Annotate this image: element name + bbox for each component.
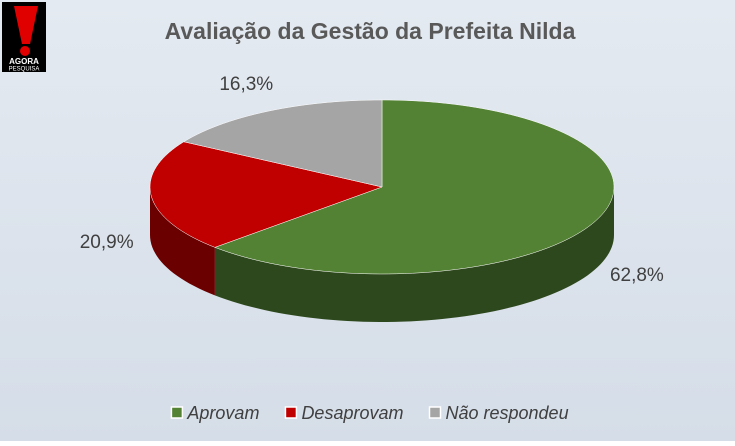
data-label: 20,9%: [80, 232, 134, 253]
data-label: 16,3%: [219, 74, 273, 95]
slice: [183, 99, 383, 188]
data-label: 62,8%: [610, 265, 664, 286]
legend-swatch: [428, 406, 442, 419]
legend-swatch: [170, 406, 184, 419]
slice: [214, 99, 615, 275]
logo-brand: AGORA: [9, 57, 39, 66]
legend-label: Aprovam: [186, 403, 259, 423]
legend-label: Desaprovam: [301, 403, 403, 423]
logo-tagline: PESQUISA: [9, 67, 40, 73]
slice-side: [214, 187, 614, 322]
chart-title: Avaliação da Gestão da Prefeita Nilda: [165, 18, 576, 44]
logo-dot: [20, 46, 30, 56]
logo: AGORA PESQUISA: [2, 2, 46, 73]
logo-mark: [14, 6, 38, 44]
slice: [149, 141, 383, 248]
slice-side: [150, 187, 215, 296]
legend-swatch: [284, 406, 298, 419]
legend-label: Não respondeu: [445, 403, 568, 423]
